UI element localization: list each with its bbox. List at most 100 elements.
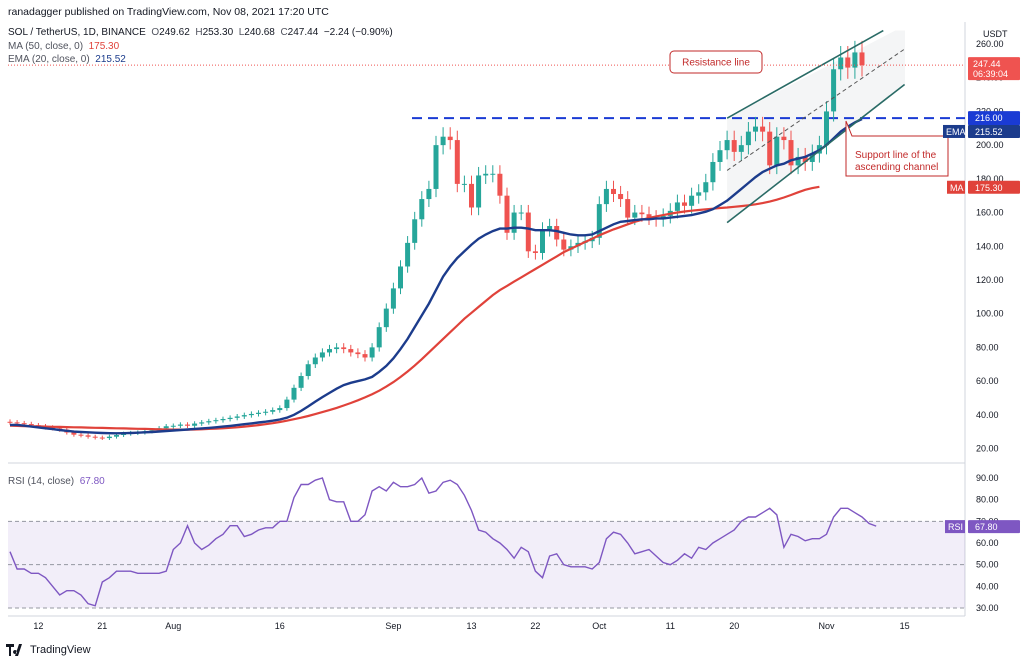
- time-tick-label: Nov: [818, 621, 835, 631]
- candle: [689, 187, 695, 214]
- candle-body: [248, 413, 254, 416]
- candle-body: [71, 432, 77, 435]
- candle-body: [369, 347, 375, 358]
- candle-body: [106, 436, 112, 439]
- candle: [355, 348, 361, 359]
- candle-body: [213, 420, 219, 422]
- candle-body: [760, 126, 766, 132]
- candle: [433, 135, 439, 198]
- price-tick-label: 160.00: [976, 208, 1004, 218]
- candle: [227, 415, 233, 422]
- candle: [256, 410, 261, 417]
- rsi-legend-value: 67.80: [79, 476, 105, 487]
- candle-body: [618, 194, 624, 200]
- candle: [270, 407, 276, 415]
- candle: [248, 411, 254, 418]
- candle: [760, 116, 766, 142]
- candle-body: [745, 131, 751, 146]
- candle: [390, 282, 396, 314]
- support-annotation-text: ascending channel: [855, 162, 938, 173]
- candle-body: [625, 199, 631, 218]
- candle: [405, 236, 411, 273]
- candle-body: [433, 145, 439, 189]
- candle: [525, 204, 531, 258]
- candle-body: [646, 214, 652, 218]
- ema-tag: [968, 124, 1020, 138]
- candle: [426, 180, 432, 207]
- time-tick-label: 15: [900, 621, 910, 631]
- candle: [738, 135, 744, 161]
- countdown-text: 06:39:04: [973, 69, 1008, 79]
- ma-tag-label-box: [947, 180, 965, 194]
- candle: [596, 196, 602, 245]
- candle-body: [788, 140, 794, 166]
- candle-body: [327, 349, 332, 353]
- resistance-tag: [968, 111, 1020, 126]
- support-annotation-box: [845, 120, 949, 177]
- candle-body: [838, 57, 844, 70]
- candle: [504, 187, 510, 240]
- price-tick-label: 200.00: [976, 140, 1004, 150]
- candle-body: [28, 424, 34, 426]
- candle-body: [14, 422, 20, 424]
- candle-body: [731, 140, 737, 152]
- candle: [674, 194, 680, 219]
- candle: [177, 422, 183, 429]
- last-price-tag: [968, 57, 1020, 81]
- price-tick-label: 100.00: [976, 309, 1004, 319]
- ma-legend[interactable]: MA (50, close, 0) 175.30: [8, 41, 120, 52]
- candle-body: [724, 140, 730, 151]
- candle-body: [298, 376, 304, 388]
- candle-body: [426, 188, 432, 200]
- candle-body: [383, 308, 389, 328]
- rsi-legend[interactable]: RSI (14, close) 67.80: [8, 476, 105, 487]
- candle-body: [596, 204, 602, 238]
- candle-body: [85, 435, 91, 437]
- candle-body: [447, 136, 453, 141]
- candle-body: [632, 212, 638, 218]
- ohlc-high: 253.30: [202, 27, 234, 38]
- candle-body: [717, 150, 723, 162]
- candle: [327, 344, 332, 357]
- rsi-line: [9, 476, 877, 607]
- ohlc-change: −2.24 (−0.90%): [323, 27, 393, 38]
- candle-body: [639, 212, 645, 215]
- candle: [440, 127, 446, 155]
- candle: [398, 260, 403, 295]
- time-tick-label: 22: [530, 621, 540, 631]
- candle: [447, 127, 453, 150]
- candle-body: [824, 111, 829, 146]
- price-tick-label: 60.00: [976, 376, 999, 386]
- candle-body: [284, 399, 290, 409]
- candle-body: [227, 417, 233, 420]
- candle-body: [163, 426, 169, 429]
- candle-body: [518, 212, 524, 214]
- candle: [859, 40, 865, 77]
- candle-body: [469, 183, 474, 208]
- candle-body: [703, 182, 709, 193]
- time-tick-label: 11: [666, 621, 675, 631]
- resistance-annotation-box: [669, 50, 763, 74]
- candle: [220, 416, 226, 423]
- candle-body: [312, 357, 318, 365]
- ema-legend[interactable]: EMA (20, close, 0) 215.52: [8, 54, 126, 65]
- ema-tag-label: EMA: [946, 127, 966, 137]
- candle-body: [277, 408, 283, 411]
- candle-body: [220, 419, 226, 421]
- candle: [185, 422, 190, 429]
- price-tick-label: 180.00: [976, 174, 1004, 184]
- candle-body: [305, 364, 311, 377]
- candle-body: [781, 136, 787, 141]
- candle: [369, 343, 375, 362]
- candle: [682, 194, 687, 214]
- candle-body: [99, 437, 105, 439]
- footer: TradingView: [6, 644, 91, 656]
- candle-body: [483, 173, 489, 176]
- candle-body: [490, 173, 496, 175]
- candle: [532, 244, 538, 260]
- candle-body: [405, 242, 411, 267]
- candle: [809, 144, 815, 171]
- candle-body: [319, 352, 325, 358]
- ma-tag-text: 175.30: [975, 183, 1003, 193]
